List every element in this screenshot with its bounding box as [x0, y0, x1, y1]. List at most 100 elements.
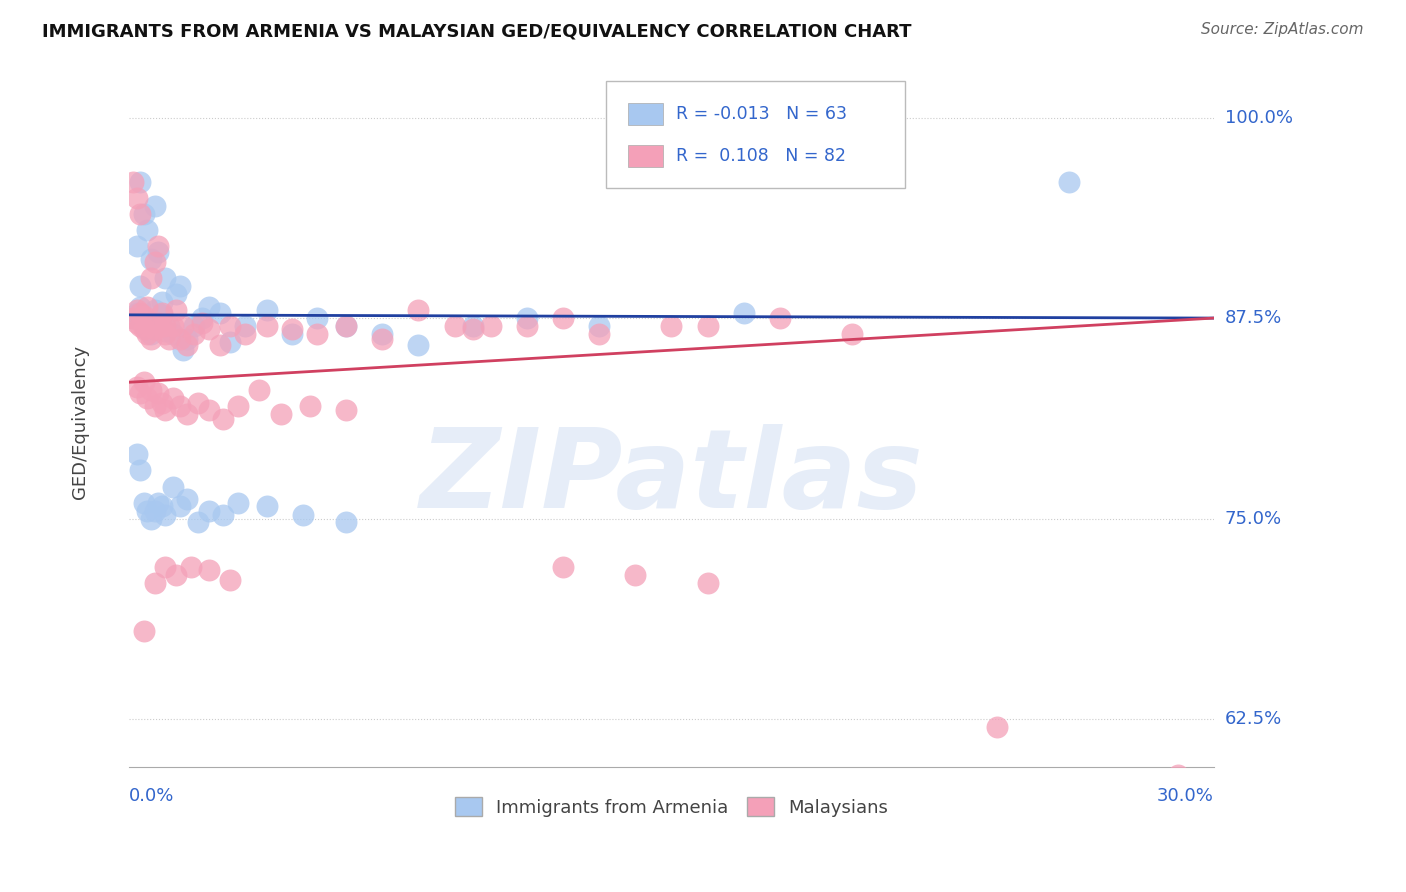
Bar — [628, 103, 662, 126]
Text: IMMIGRANTS FROM ARMENIA VS MALAYSIAN GED/EQUIVALENCY CORRELATION CHART: IMMIGRANTS FROM ARMENIA VS MALAYSIAN GED… — [42, 22, 911, 40]
Point — [139, 511, 162, 525]
FancyBboxPatch shape — [606, 81, 904, 188]
Point — [696, 575, 718, 590]
Point — [256, 303, 278, 318]
Point — [125, 380, 148, 394]
Point — [125, 239, 148, 253]
Point — [408, 303, 430, 318]
Point — [136, 223, 159, 237]
Point — [516, 311, 538, 326]
Point — [183, 319, 205, 334]
Text: R =  0.108   N = 82: R = 0.108 N = 82 — [676, 147, 846, 165]
Point — [169, 332, 191, 346]
Point — [551, 311, 574, 326]
Point — [129, 319, 152, 334]
Text: Source: ZipAtlas.com: Source: ZipAtlas.com — [1201, 22, 1364, 37]
Text: ZIPatlas: ZIPatlas — [419, 424, 924, 531]
Point — [169, 400, 191, 414]
Point — [208, 338, 231, 352]
Point — [371, 332, 394, 346]
Point — [176, 338, 198, 352]
Text: 87.5%: 87.5% — [1225, 309, 1282, 327]
Point — [190, 316, 212, 330]
Point — [281, 322, 304, 336]
Point — [270, 407, 292, 421]
Point — [139, 271, 162, 285]
Point — [155, 319, 177, 334]
Bar — [628, 145, 662, 168]
Point — [198, 402, 221, 417]
Point — [148, 495, 170, 509]
Point — [335, 515, 357, 529]
Point — [307, 327, 329, 342]
Point — [143, 400, 166, 414]
Text: 75.0%: 75.0% — [1225, 509, 1282, 527]
Point — [143, 575, 166, 590]
Point — [129, 386, 152, 401]
Point — [125, 316, 148, 330]
Point — [148, 316, 170, 330]
Point — [150, 396, 173, 410]
Point — [125, 303, 148, 318]
Point — [180, 559, 202, 574]
Text: 100.0%: 100.0% — [1225, 109, 1292, 127]
Point — [150, 499, 173, 513]
Point — [219, 335, 242, 350]
Point — [176, 332, 198, 346]
Point — [122, 311, 145, 326]
Point — [136, 392, 159, 406]
Point — [148, 386, 170, 401]
Point — [122, 175, 145, 189]
Point — [132, 322, 155, 336]
Point — [139, 332, 162, 346]
Point — [281, 327, 304, 342]
Point — [461, 322, 484, 336]
Point — [841, 327, 863, 342]
Point — [247, 384, 270, 398]
Point — [129, 175, 152, 189]
Point — [150, 308, 173, 322]
Point — [148, 245, 170, 260]
Point — [165, 567, 187, 582]
Point — [1167, 768, 1189, 782]
Point — [208, 306, 231, 320]
Point — [155, 327, 177, 342]
Point — [155, 508, 177, 523]
Point — [136, 314, 159, 328]
Point — [256, 499, 278, 513]
Point — [136, 503, 159, 517]
Point — [176, 407, 198, 421]
Point — [733, 306, 755, 320]
Point — [150, 295, 173, 310]
Point — [479, 319, 502, 334]
Text: 0.0%: 0.0% — [129, 787, 174, 805]
Point — [143, 303, 166, 318]
Point — [226, 400, 249, 414]
Point — [162, 327, 184, 342]
Point — [443, 319, 465, 334]
Point — [198, 563, 221, 577]
Point — [198, 300, 221, 314]
Point — [132, 624, 155, 638]
Point — [136, 322, 159, 336]
Point — [148, 316, 170, 330]
Point — [198, 322, 221, 336]
Point — [198, 503, 221, 517]
Text: GED/Equivalency: GED/Equivalency — [72, 345, 90, 500]
Point — [129, 463, 152, 477]
Point — [129, 306, 152, 320]
Point — [219, 319, 242, 334]
Point — [516, 319, 538, 334]
Point — [551, 559, 574, 574]
Point — [143, 503, 166, 517]
Point — [155, 559, 177, 574]
Point — [335, 402, 357, 417]
Point — [150, 319, 173, 334]
Point — [307, 311, 329, 326]
Point — [169, 499, 191, 513]
Point — [139, 252, 162, 266]
Point — [162, 392, 184, 406]
Point — [132, 319, 155, 334]
Point — [165, 303, 187, 318]
Point — [125, 306, 148, 320]
